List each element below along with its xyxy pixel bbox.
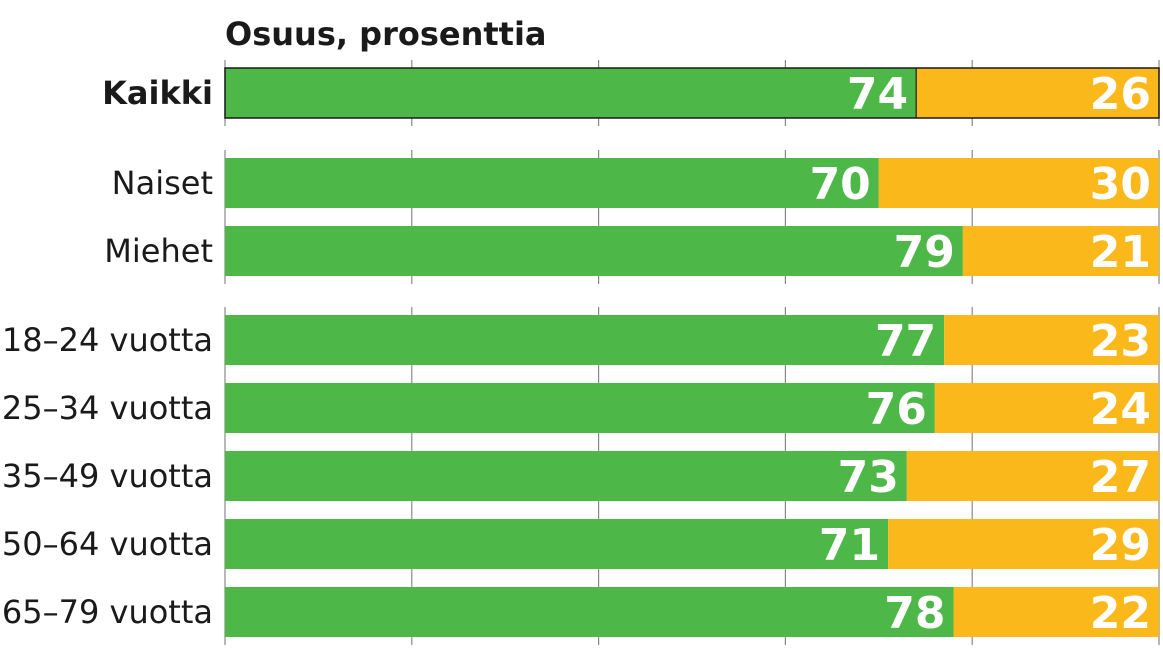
data-label: 30 (1090, 159, 1151, 210)
bar-segment (878, 158, 1159, 208)
category-label: Miehet (104, 232, 213, 270)
category-label: Naiset (112, 164, 213, 202)
bar-segment (934, 383, 1159, 433)
data-label: 78 (884, 588, 945, 639)
bar-segment (962, 226, 1159, 276)
bar-segment (225, 587, 954, 637)
bar-segment (225, 383, 935, 433)
category-label: 50–64 vuotta (2, 525, 213, 563)
bar-segment (225, 519, 889, 569)
bars: 74 26 70 30 79 21 77 23 76 24 73 27 71 29 78 22 (224, 67, 1160, 639)
bar-outline (224, 67, 1160, 119)
data-label: 26 (1090, 69, 1151, 120)
category-label: 25–34 vuotta (2, 389, 213, 427)
bar-segment (953, 587, 1159, 637)
bar-segment (225, 315, 945, 365)
category-label: 35–49 vuotta (2, 457, 213, 495)
data-label: 27 (1090, 452, 1151, 503)
bar-segment (225, 451, 907, 501)
data-label: 71 (819, 520, 880, 571)
chart-title: Osuus, prosenttia (225, 15, 547, 53)
bar-segment (225, 226, 963, 276)
data-label: 77 (875, 316, 936, 367)
category-label: Kaikki (102, 74, 213, 112)
data-label: 23 (1090, 316, 1151, 367)
bar-segment (906, 451, 1159, 501)
bar-segment (944, 315, 1159, 365)
data-label: 21 (1090, 227, 1151, 278)
data-label: 70 (810, 159, 871, 210)
data-label: 22 (1090, 588, 1151, 639)
data-label: 29 (1090, 520, 1151, 571)
bar-segment (225, 158, 879, 208)
category-label: 18–24 vuotta (2, 321, 213, 359)
data-label: 76 (866, 384, 927, 435)
category-labels: Kaikki Naiset Miehet 18–24 vuotta 25–34 vuot… (2, 74, 213, 631)
bar-segment (225, 68, 917, 118)
data-label: 24 (1090, 384, 1151, 435)
category-label: 65–79 vuotta (2, 593, 213, 631)
data-label: 73 (838, 452, 899, 503)
data-label: 74 (847, 69, 908, 120)
bar-segment (888, 519, 1159, 569)
data-label: 79 (894, 227, 955, 278)
bar-segment (916, 68, 1159, 118)
